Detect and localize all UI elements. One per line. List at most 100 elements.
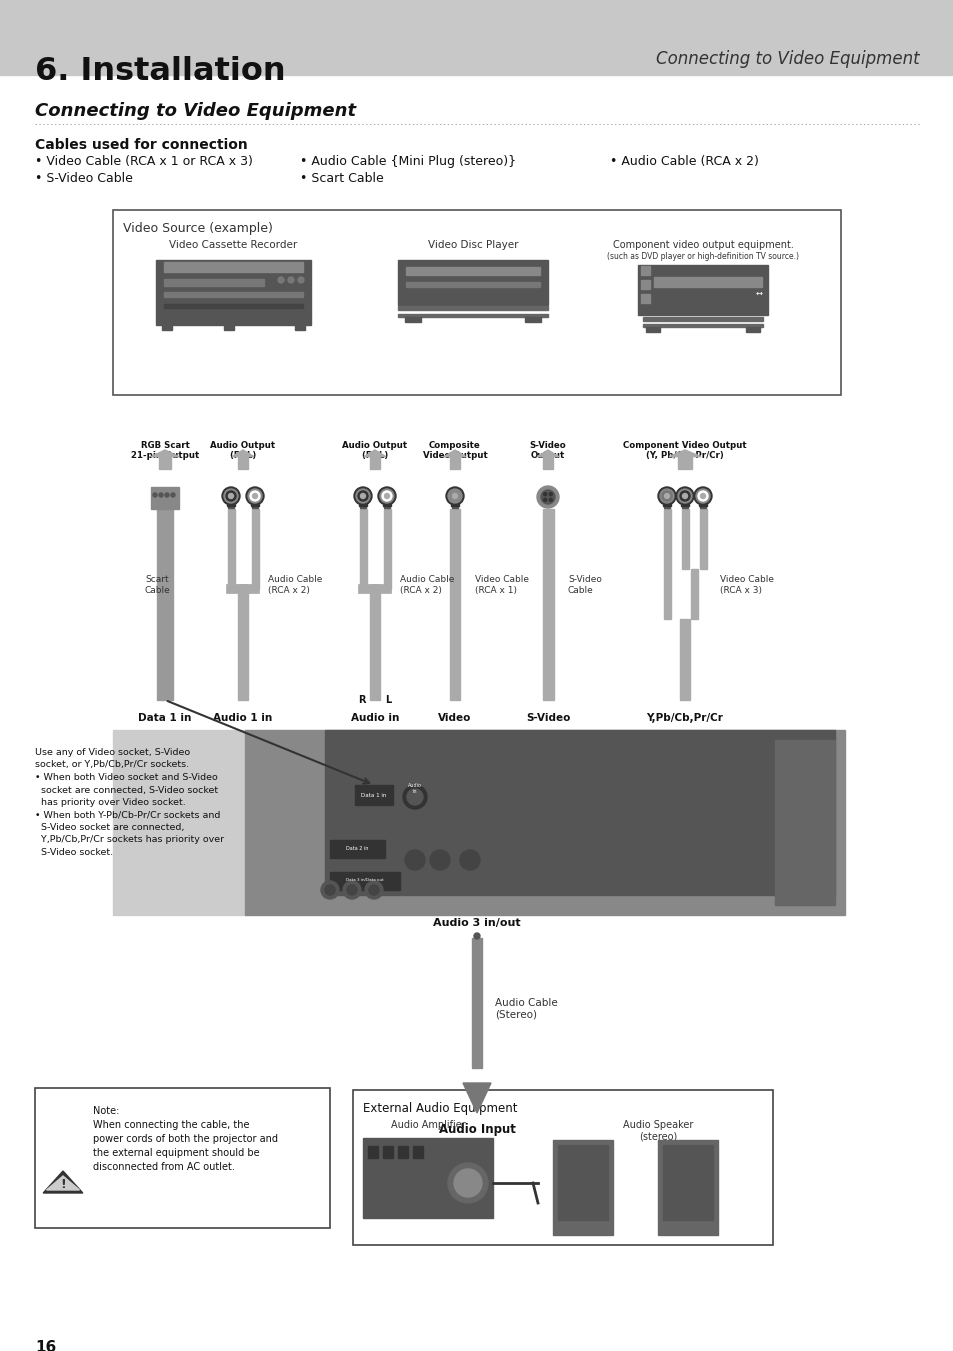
Polygon shape: [232, 450, 253, 457]
Bar: [156, 315, 311, 326]
Circle shape: [543, 493, 546, 496]
Circle shape: [355, 489, 370, 503]
Polygon shape: [151, 450, 179, 457]
Bar: [370, 457, 379, 469]
Text: (such as DVD player or high-definition TV source.): (such as DVD player or high-definition T…: [606, 253, 799, 261]
Text: Audio
in: Audio in: [408, 784, 421, 794]
Text: Audio Output
(R, L): Audio Output (R, L): [211, 440, 275, 459]
Circle shape: [325, 885, 335, 894]
Bar: [355, 785, 393, 805]
Circle shape: [696, 489, 709, 503]
Bar: [112, 209, 841, 394]
Bar: [413, 1146, 422, 1158]
Text: External Audio Equipment: External Audio Equipment: [363, 1102, 517, 1115]
Bar: [663, 569, 670, 619]
Bar: [330, 871, 399, 890]
Circle shape: [384, 493, 389, 499]
Bar: [382, 1146, 393, 1158]
Circle shape: [679, 490, 689, 501]
Bar: [542, 457, 553, 469]
Circle shape: [676, 486, 693, 505]
Circle shape: [152, 493, 157, 497]
Bar: [370, 589, 379, 700]
Text: Audio in: Audio in: [351, 713, 398, 723]
Circle shape: [693, 486, 711, 505]
Circle shape: [381, 490, 392, 501]
Bar: [245, 730, 844, 915]
Bar: [654, 277, 761, 286]
Circle shape: [681, 493, 687, 499]
Text: Data 1 in: Data 1 in: [361, 793, 386, 798]
Bar: [162, 326, 172, 330]
Bar: [237, 589, 248, 700]
Bar: [658, 1140, 718, 1235]
Text: • Scart Cable: • Scart Cable: [299, 172, 383, 185]
Text: Audio 3 in/out: Audio 3 in/out: [433, 917, 520, 928]
Circle shape: [549, 499, 552, 501]
Text: Audio Cable
(RCA x 2): Audio Cable (RCA x 2): [268, 576, 322, 594]
Text: Cables used for connection: Cables used for connection: [35, 138, 248, 153]
Bar: [699, 504, 706, 507]
Circle shape: [365, 881, 382, 898]
Bar: [384, 509, 391, 589]
Text: Audio Input: Audio Input: [438, 1123, 515, 1136]
Text: RGB Scart
21-pin Output: RGB Scart 21-pin Output: [131, 440, 199, 459]
Text: S-Video
Cable: S-Video Cable: [567, 576, 601, 594]
Bar: [663, 496, 669, 508]
Circle shape: [288, 277, 294, 282]
Circle shape: [661, 490, 671, 501]
Text: Data 1 in: Data 1 in: [138, 713, 192, 723]
Circle shape: [474, 934, 479, 939]
Circle shape: [540, 490, 555, 504]
Bar: [640, 266, 649, 276]
Bar: [363, 1138, 493, 1219]
Circle shape: [379, 489, 394, 503]
Text: • Audio Cable (RCA x 2): • Audio Cable (RCA x 2): [609, 155, 758, 168]
Circle shape: [407, 789, 422, 805]
Bar: [680, 504, 688, 507]
Circle shape: [347, 885, 356, 894]
Text: Component Video Output
(Y, Pb/Cb, Pr/Cr): Component Video Output (Y, Pb/Cb, Pr/Cr): [622, 440, 746, 459]
Circle shape: [165, 493, 169, 497]
Circle shape: [297, 277, 304, 282]
Circle shape: [402, 785, 427, 809]
Circle shape: [448, 489, 461, 503]
Bar: [640, 280, 649, 289]
Text: Audio Cable
(RCA x 2): Audio Cable (RCA x 2): [399, 576, 454, 594]
Text: Audio Amplifier: Audio Amplifier: [390, 1120, 465, 1129]
Bar: [397, 305, 547, 309]
Circle shape: [253, 493, 257, 499]
Circle shape: [459, 850, 479, 870]
Text: Video Cable
(RCA x 1): Video Cable (RCA x 1): [475, 576, 529, 594]
Text: L: L: [384, 694, 391, 705]
Bar: [774, 740, 834, 905]
Bar: [325, 730, 834, 894]
Circle shape: [226, 490, 235, 501]
Circle shape: [450, 490, 459, 501]
Bar: [681, 496, 687, 508]
Text: Data 3 in/Data out: Data 3 in/Data out: [346, 878, 383, 882]
Bar: [452, 496, 457, 508]
Bar: [252, 496, 257, 508]
Circle shape: [159, 493, 163, 497]
Bar: [158, 457, 172, 469]
Circle shape: [248, 489, 262, 503]
Bar: [359, 496, 366, 508]
Text: Audio Speaker
(stereo): Audio Speaker (stereo): [622, 1120, 693, 1142]
Bar: [252, 509, 258, 589]
Text: !: !: [60, 1178, 66, 1190]
Circle shape: [543, 499, 546, 501]
Bar: [451, 499, 458, 500]
Bar: [359, 509, 367, 589]
Bar: [397, 313, 547, 317]
Bar: [662, 504, 670, 507]
Text: Video: Video: [437, 713, 471, 723]
Circle shape: [659, 489, 673, 503]
Polygon shape: [537, 450, 558, 457]
Polygon shape: [443, 450, 465, 457]
Bar: [353, 1090, 772, 1246]
Bar: [0, 0, 953, 76]
Bar: [645, 327, 659, 332]
Text: S-Video
Output: S-Video Output: [529, 440, 566, 459]
Bar: [238, 457, 248, 469]
